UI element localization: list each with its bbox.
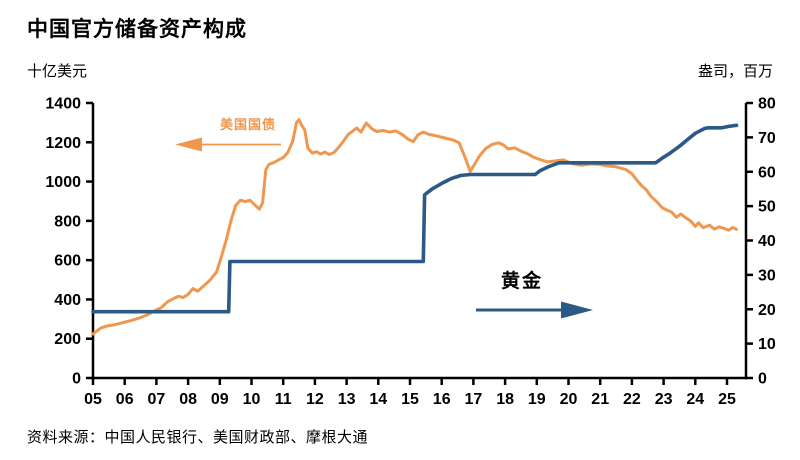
x-axis-tick-label: 18 <box>496 391 514 408</box>
treasuries-series-line <box>91 118 738 336</box>
x-axis-tick-label: 23 <box>655 391 673 408</box>
treasuries-series-annotation: 美国国债 <box>219 117 276 132</box>
right-axis-tick-label: 80 <box>758 96 776 113</box>
right-axis-tick-label: 30 <box>758 267 776 284</box>
gold-series-annotation: 黄金 <box>501 271 544 292</box>
x-axis-tick-label: 16 <box>433 391 451 408</box>
left-axis-tick-label: 400 <box>54 292 81 309</box>
right-axis-unit-label: 盎司，百万 <box>697 63 773 80</box>
x-axis-tick-label: 06 <box>116 391 134 408</box>
x-axis-tick-label: 19 <box>528 391 546 408</box>
x-axis-tick-label: 11 <box>275 391 292 408</box>
gold-right-arrow-head <box>561 301 593 319</box>
x-axis-tick-label: 17 <box>465 391 483 408</box>
right-axis-tick-label: 70 <box>758 130 776 147</box>
x-axis-tick-label: 08 <box>179 391 197 408</box>
left-axis-tick-label: 600 <box>54 253 81 270</box>
x-axis-tick-label: 14 <box>369 391 387 408</box>
right-axis-tick-label: 60 <box>758 164 776 181</box>
right-axis-tick-label: 40 <box>758 233 776 250</box>
left-axis-unit-label: 十亿美元 <box>27 63 88 80</box>
treasuries-left-arrow-head <box>175 137 202 152</box>
right-axis-tick-label: 20 <box>758 302 776 319</box>
x-axis-tick-label: 09 <box>211 391 229 408</box>
x-axis-tick-label: 22 <box>623 391 641 408</box>
left-axis-tick-label: 800 <box>54 213 81 230</box>
x-axis-tick-label: 05 <box>84 391 102 408</box>
left-axis-tick-label: 0 <box>72 371 81 388</box>
x-axis-tick-label: 15 <box>401 391 419 408</box>
source-attribution: 资料来源：中国人民银行、美国财政部、摩根大通 <box>27 429 369 446</box>
left-axis-tick-label: 200 <box>54 331 81 348</box>
x-axis-tick-label: 24 <box>686 391 704 408</box>
x-axis-tick-label: 25 <box>718 391 736 408</box>
gold-series-line <box>91 123 739 314</box>
x-axis-tick-label: 10 <box>243 391 261 408</box>
right-axis-tick-label: 10 <box>758 336 776 353</box>
left-axis-tick-label: 1200 <box>45 135 81 152</box>
right-axis-tick-label: 50 <box>758 199 776 216</box>
x-axis-tick-label: 21 <box>591 391 609 408</box>
x-axis-tick-label: 12 <box>306 391 324 408</box>
x-axis-tick-label: 20 <box>560 391 578 408</box>
left-axis-tick-label: 1400 <box>45 96 81 113</box>
chart-title: 中国官方储备资产构成 <box>27 18 247 41</box>
right-axis-tick-label: 0 <box>758 371 767 388</box>
x-axis-tick-label: 07 <box>148 391 166 408</box>
left-axis-tick-label: 1000 <box>45 174 81 191</box>
x-axis-tick-label: 13 <box>338 391 356 408</box>
